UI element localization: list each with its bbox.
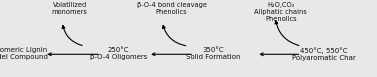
FancyArrowPatch shape	[62, 25, 82, 46]
Text: Volatilized
monomers: Volatilized monomers	[52, 2, 88, 15]
Text: β-O-4 bond cleavage
Phenolics: β-O-4 bond cleavage Phenolics	[136, 2, 207, 15]
Text: 450°C, 550°C
Polyaromatic Char: 450°C, 550°C Polyaromatic Char	[292, 47, 356, 61]
FancyArrowPatch shape	[162, 25, 186, 46]
FancyArrowPatch shape	[275, 21, 299, 46]
Text: Oligomeric Lignin
Model Compound: Oligomeric Lignin Model Compound	[0, 47, 48, 60]
Text: 350°C
Solid Formation: 350°C Solid Formation	[186, 47, 240, 60]
Text: H₂O,CO₂
Aliphatic chains
Phenolics: H₂O,CO₂ Aliphatic chains Phenolics	[254, 2, 307, 22]
Text: 250°C
β-O-4 Oligomers: 250°C β-O-4 Oligomers	[90, 47, 147, 60]
